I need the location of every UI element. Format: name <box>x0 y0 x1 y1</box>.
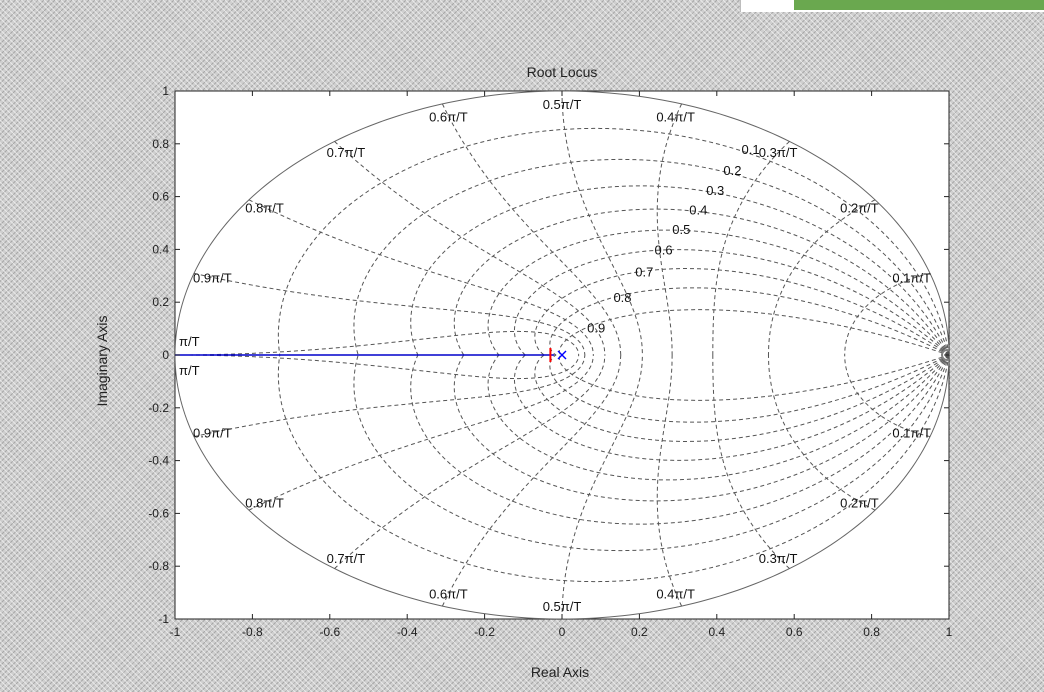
frequency-label: 0.2π/T <box>840 201 879 216</box>
y-tick-label: -0.2 <box>148 401 169 415</box>
frequency-curve <box>248 199 594 356</box>
window-accent-bar <box>794 0 1044 10</box>
x-tick-label: 0 <box>559 625 566 639</box>
frequency-curve <box>712 141 790 356</box>
damping-curve <box>453 208 949 356</box>
y-tick-label: -0.6 <box>148 506 169 520</box>
frequency-label: π/T <box>179 363 200 378</box>
chart-title: Root Locus <box>527 64 598 80</box>
frequency-label: 0.5π/T <box>543 97 582 112</box>
x-tick-label: 0.2 <box>631 625 648 639</box>
x-tick-label: -0.6 <box>319 625 340 639</box>
damping-curve <box>549 287 949 356</box>
frequency-curve <box>656 103 683 356</box>
y-tick-label: 0.2 <box>152 295 169 309</box>
frequency-label: 0.7π/T <box>327 551 366 566</box>
damping-curve <box>549 354 949 423</box>
damping-label: 0.8 <box>613 290 631 305</box>
damping-curve <box>487 229 949 356</box>
data-layer <box>175 348 949 362</box>
frequency-label: 0.3π/T <box>759 551 798 566</box>
damping-label: 0.2 <box>723 163 741 178</box>
frequency-label: 0.6π/T <box>429 587 468 602</box>
y-tick-label: -1 <box>158 612 169 626</box>
x-tick-label: 0.8 <box>863 625 880 639</box>
frequency-label: 0.2π/T <box>840 495 879 510</box>
frequency-curve <box>193 354 586 438</box>
damping-label: 0.4 <box>689 202 707 217</box>
x-tick-label: 0.4 <box>708 625 725 639</box>
y-tick-label: 0 <box>162 348 169 362</box>
frequency-curve <box>441 354 622 607</box>
damping-curve <box>534 354 949 442</box>
damping-curve <box>410 354 949 525</box>
zero-marker <box>941 349 949 361</box>
frequency-label: π/T <box>179 334 200 349</box>
frequency-curve <box>248 354 594 511</box>
x-tick-label: -0.2 <box>474 625 495 639</box>
frequency-label: 0.4π/T <box>656 587 695 602</box>
damping-curve <box>513 249 949 356</box>
damping-curve <box>410 185 949 356</box>
frequency-label: 0.6π/T <box>429 109 468 124</box>
damping-curve <box>513 354 949 461</box>
frequency-curve <box>656 354 683 607</box>
damping-curve <box>353 354 949 552</box>
frequency-label: 0.8π/T <box>245 201 284 216</box>
zgrid-layer <box>175 91 949 619</box>
x-tick-label: 1 <box>946 625 953 639</box>
frequency-curve <box>334 141 606 356</box>
y-tick-label: 0.4 <box>152 242 169 256</box>
frequency-label: 0.5π/T <box>543 599 582 614</box>
damping-curve <box>534 268 949 356</box>
damping-curve <box>487 354 949 481</box>
y-axis-label: Imaginary Axis <box>94 315 110 406</box>
damping-label: 0.9 <box>587 320 605 335</box>
frequency-curve <box>441 103 622 356</box>
zgrid-labels: 0.10.2 0.3 0.4 0.5 0.60.7 0.8 0.9 0.1π/T 0.1π/T 0… <box>179 97 931 614</box>
frequency-curve <box>193 272 586 356</box>
x-tick-label: -1 <box>170 625 181 639</box>
damping-curve <box>558 309 949 356</box>
frequency-label: 0.3π/T <box>759 145 798 160</box>
frequency-label: 0.9π/T <box>193 270 232 285</box>
x-tick-label: -0.4 <box>397 625 418 639</box>
frequency-label: 0.8π/T <box>245 495 284 510</box>
damping-label: 0.1 <box>742 142 760 157</box>
axis-ticks: -1 -0.8 -0.6 -0.4 -0.2 0 0.2 0.4 0.6 0.8 110.80.60… <box>148 84 952 639</box>
x-axis-label: Real Axis <box>531 664 589 680</box>
frequency-label: 0.1π/T <box>892 426 931 441</box>
y-tick-label: 1 <box>162 84 169 98</box>
pole-marker <box>557 350 567 360</box>
frequency-label: 0.1π/T <box>892 270 931 285</box>
damping-label: 0.3 <box>706 183 724 198</box>
y-tick-label: -0.4 <box>148 454 169 468</box>
damping-label: 0.5 <box>672 222 690 237</box>
frequency-label: 0.4π/T <box>656 109 695 124</box>
damping-curve <box>453 354 949 502</box>
frequency-label: 0.7π/T <box>327 145 366 160</box>
damping-label: 0.6 <box>655 243 673 258</box>
frequency-label: 0.9π/T <box>193 426 232 441</box>
x-tick-label: -0.8 <box>242 625 263 639</box>
damping-label: 0.7 <box>635 265 653 280</box>
y-tick-label: 0.8 <box>152 137 169 151</box>
y-tick-label: 0.6 <box>152 190 169 204</box>
y-tick-label: -0.8 <box>148 559 169 573</box>
frequency-curve <box>334 354 606 569</box>
frequency-curve <box>712 354 790 569</box>
damping-curve <box>558 354 949 401</box>
x-tick-label: 0.6 <box>786 625 803 639</box>
damping-curve <box>353 158 949 356</box>
unit-circle <box>175 91 949 619</box>
